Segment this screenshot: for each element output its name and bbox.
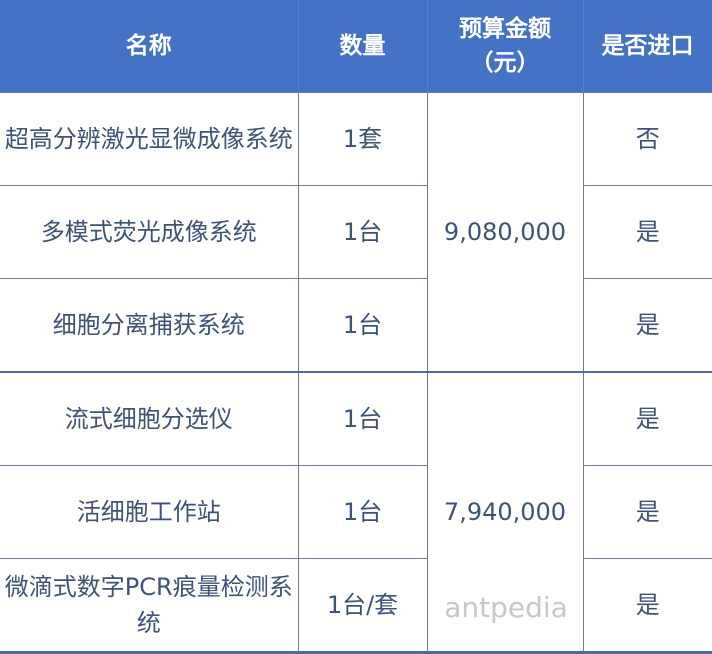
item-name: 多模式荧光成像系统 <box>0 185 299 279</box>
table-row: 流式细胞分选仪 1台 7,940,000 是 <box>0 371 712 654</box>
item-qty: 1台 <box>297 465 428 559</box>
item-name: 活细胞工作站 <box>0 465 299 559</box>
item-qty: 1台/套 <box>297 558 428 654</box>
header-import: 是否进口 <box>583 0 712 93</box>
item-name: 流式细胞分选仪 <box>0 371 299 466</box>
item-import: 是 <box>582 371 712 466</box>
table-row: 细胞分离捕获系统 1台 是 <box>0 278 712 373</box>
item-qty: 1台 <box>297 185 428 279</box>
header-budget: 预算金额（元） <box>427 0 584 93</box>
header-qty: 数量 <box>298 0 428 93</box>
item-name: 微滴式数字PCR痕量检测系统 <box>0 558 299 654</box>
item-qty: 1台 <box>297 278 428 373</box>
item-budget: 7,940,000 <box>426 371 584 654</box>
table-row: 多模式荧光成像系统 1台 是 <box>0 185 712 279</box>
header-name: 名称 <box>0 0 299 93</box>
item-import: 否 <box>582 92 712 186</box>
table-row: 活细胞工作站 1台 是 <box>0 465 712 559</box>
table-row: 超高分辨激光显微成像系统 1套 9,080,000 否 <box>0 92 712 373</box>
header-row: 名称 数量 预算金额（元） 是否进口 <box>0 0 712 93</box>
item-import: 是 <box>582 278 712 373</box>
item-qty: 1套 <box>297 92 428 186</box>
table-row: 微滴式数字PCR痕量检测系统 1台/套 是 <box>0 558 712 654</box>
item-import: 是 <box>582 185 712 279</box>
item-import: 是 <box>582 465 712 559</box>
item-budget: 9,080,000 <box>426 92 584 373</box>
item-import: 是 <box>582 558 712 654</box>
item-name: 细胞分离捕获系统 <box>0 278 299 373</box>
item-qty: 1台 <box>297 371 428 466</box>
item-name: 超高分辨激光显微成像系统 <box>0 92 299 186</box>
